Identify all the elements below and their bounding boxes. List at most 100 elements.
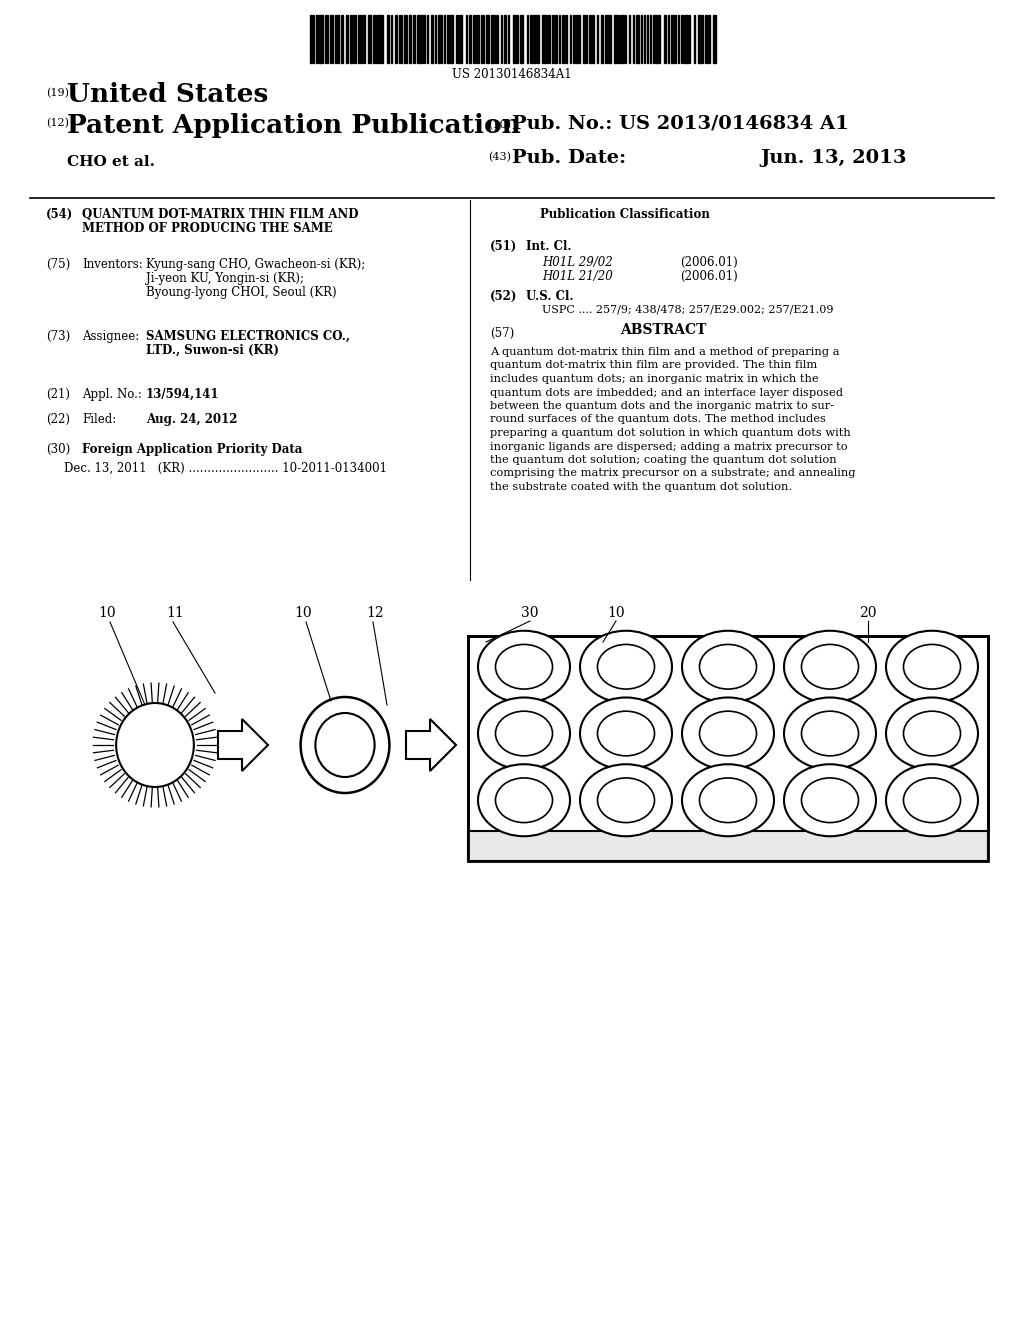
Bar (601, 15, 603, 63)
Text: (51): (51) (490, 240, 517, 253)
Ellipse shape (478, 764, 570, 837)
Bar (664, 15, 666, 63)
Ellipse shape (699, 644, 757, 689)
Ellipse shape (784, 764, 876, 837)
Text: the substrate coated with the quantum dot solution.: the substrate coated with the quantum do… (490, 482, 793, 492)
Bar (622, 15, 624, 63)
Bar (614, 15, 617, 63)
Text: 11: 11 (166, 606, 184, 620)
Ellipse shape (301, 697, 389, 793)
Text: 10: 10 (98, 606, 116, 620)
Bar (460, 15, 462, 63)
Text: Foreign Application Priority Data: Foreign Application Priority Data (82, 444, 302, 455)
Text: 10: 10 (294, 606, 312, 620)
Text: Aug. 24, 2012: Aug. 24, 2012 (146, 413, 238, 426)
Bar (417, 15, 420, 63)
Bar (636, 15, 639, 63)
Polygon shape (218, 719, 268, 771)
Ellipse shape (802, 711, 858, 756)
Text: (57): (57) (490, 327, 514, 341)
Text: Int. Cl.: Int. Cl. (526, 240, 571, 253)
Text: LTD., Suwon-si (KR): LTD., Suwon-si (KR) (146, 345, 279, 356)
Text: H01L 21/20: H01L 21/20 (542, 271, 612, 282)
Bar (513, 15, 516, 63)
Ellipse shape (682, 764, 774, 837)
Ellipse shape (597, 711, 654, 756)
Text: (22): (22) (46, 413, 70, 426)
Bar (395, 15, 397, 63)
Text: H01L 29/02: H01L 29/02 (542, 256, 612, 269)
Text: 13/594,141: 13/594,141 (146, 388, 219, 401)
Bar (655, 15, 657, 63)
Text: round surfaces of the quantum dots. The method includes: round surfaces of the quantum dots. The … (490, 414, 826, 425)
Bar (583, 15, 585, 63)
Ellipse shape (496, 644, 553, 689)
Bar (578, 15, 580, 63)
Text: 30: 30 (521, 606, 539, 620)
Ellipse shape (580, 631, 672, 702)
Text: (2006.01): (2006.01) (680, 271, 737, 282)
Text: Dec. 13, 2011   (KR) ........................ 10-2011-0134001: Dec. 13, 2011 (KR) .....................… (63, 462, 387, 475)
Text: between the quantum dots and the inorganic matrix to sur-: between the quantum dots and the inorgan… (490, 401, 835, 411)
Bar (468, 636, 988, 832)
Bar (565, 15, 567, 63)
Text: United States: United States (67, 82, 268, 107)
Text: comprising the matrix precursor on a substrate; and annealing: comprising the matrix precursor on a sub… (490, 469, 855, 479)
Bar (346, 15, 348, 63)
Text: 12: 12 (367, 606, 384, 620)
Text: includes quantum dots; an inorganic matrix in which the: includes quantum dots; an inorganic matr… (490, 374, 818, 384)
Bar (310, 15, 312, 63)
Ellipse shape (784, 631, 876, 702)
Bar (468, 832, 988, 861)
Ellipse shape (903, 711, 961, 756)
Text: quantum dots are imbedded; and an interface layer disposed: quantum dots are imbedded; and an interf… (490, 388, 843, 397)
Ellipse shape (496, 777, 553, 822)
Bar (589, 15, 591, 63)
Text: (2006.01): (2006.01) (680, 256, 737, 269)
Bar (450, 15, 453, 63)
Text: (54): (54) (46, 209, 74, 220)
Ellipse shape (682, 697, 774, 770)
Bar (404, 15, 407, 63)
Ellipse shape (699, 711, 757, 756)
Text: quantum dot-matrix thin film are provided. The thin film: quantum dot-matrix thin film are provide… (490, 360, 817, 371)
Bar (671, 15, 673, 63)
Ellipse shape (496, 711, 553, 756)
Ellipse shape (802, 777, 858, 822)
Text: (21): (21) (46, 388, 70, 401)
Ellipse shape (699, 777, 757, 822)
Text: U.S. Cl.: U.S. Cl. (526, 290, 573, 304)
Ellipse shape (478, 697, 570, 770)
Bar (447, 15, 449, 63)
Ellipse shape (580, 764, 672, 837)
Text: (30): (30) (46, 444, 71, 455)
Bar (685, 15, 688, 63)
Text: METHOD OF PRODUCING THE SAME: METHOD OF PRODUCING THE SAME (82, 222, 333, 235)
Text: 20: 20 (859, 606, 877, 620)
Ellipse shape (886, 764, 978, 837)
Text: Publication Classification: Publication Classification (540, 209, 710, 220)
Text: (73): (73) (46, 330, 71, 343)
Text: Appl. No.:: Appl. No.: (82, 388, 142, 401)
Bar (575, 15, 577, 63)
Bar (409, 15, 411, 63)
Bar (368, 15, 371, 63)
Ellipse shape (886, 631, 978, 702)
Ellipse shape (802, 644, 858, 689)
Bar (537, 15, 539, 63)
Text: QUANTUM DOT-MATRIX THIN FILM AND: QUANTUM DOT-MATRIX THIN FILM AND (82, 209, 358, 220)
Bar (431, 15, 433, 63)
Bar (534, 15, 536, 63)
Text: Assignee:: Assignee: (82, 330, 139, 343)
Ellipse shape (886, 697, 978, 770)
Bar (468, 636, 988, 861)
Bar (486, 15, 489, 63)
Bar (504, 15, 506, 63)
Bar (319, 15, 323, 63)
Text: (19): (19) (46, 88, 69, 98)
Bar (378, 15, 381, 63)
Text: ABSTRACT: ABSTRACT (620, 323, 707, 337)
Bar (373, 15, 375, 63)
Text: Filed:: Filed: (82, 413, 117, 426)
Text: (43): (43) (488, 152, 511, 162)
